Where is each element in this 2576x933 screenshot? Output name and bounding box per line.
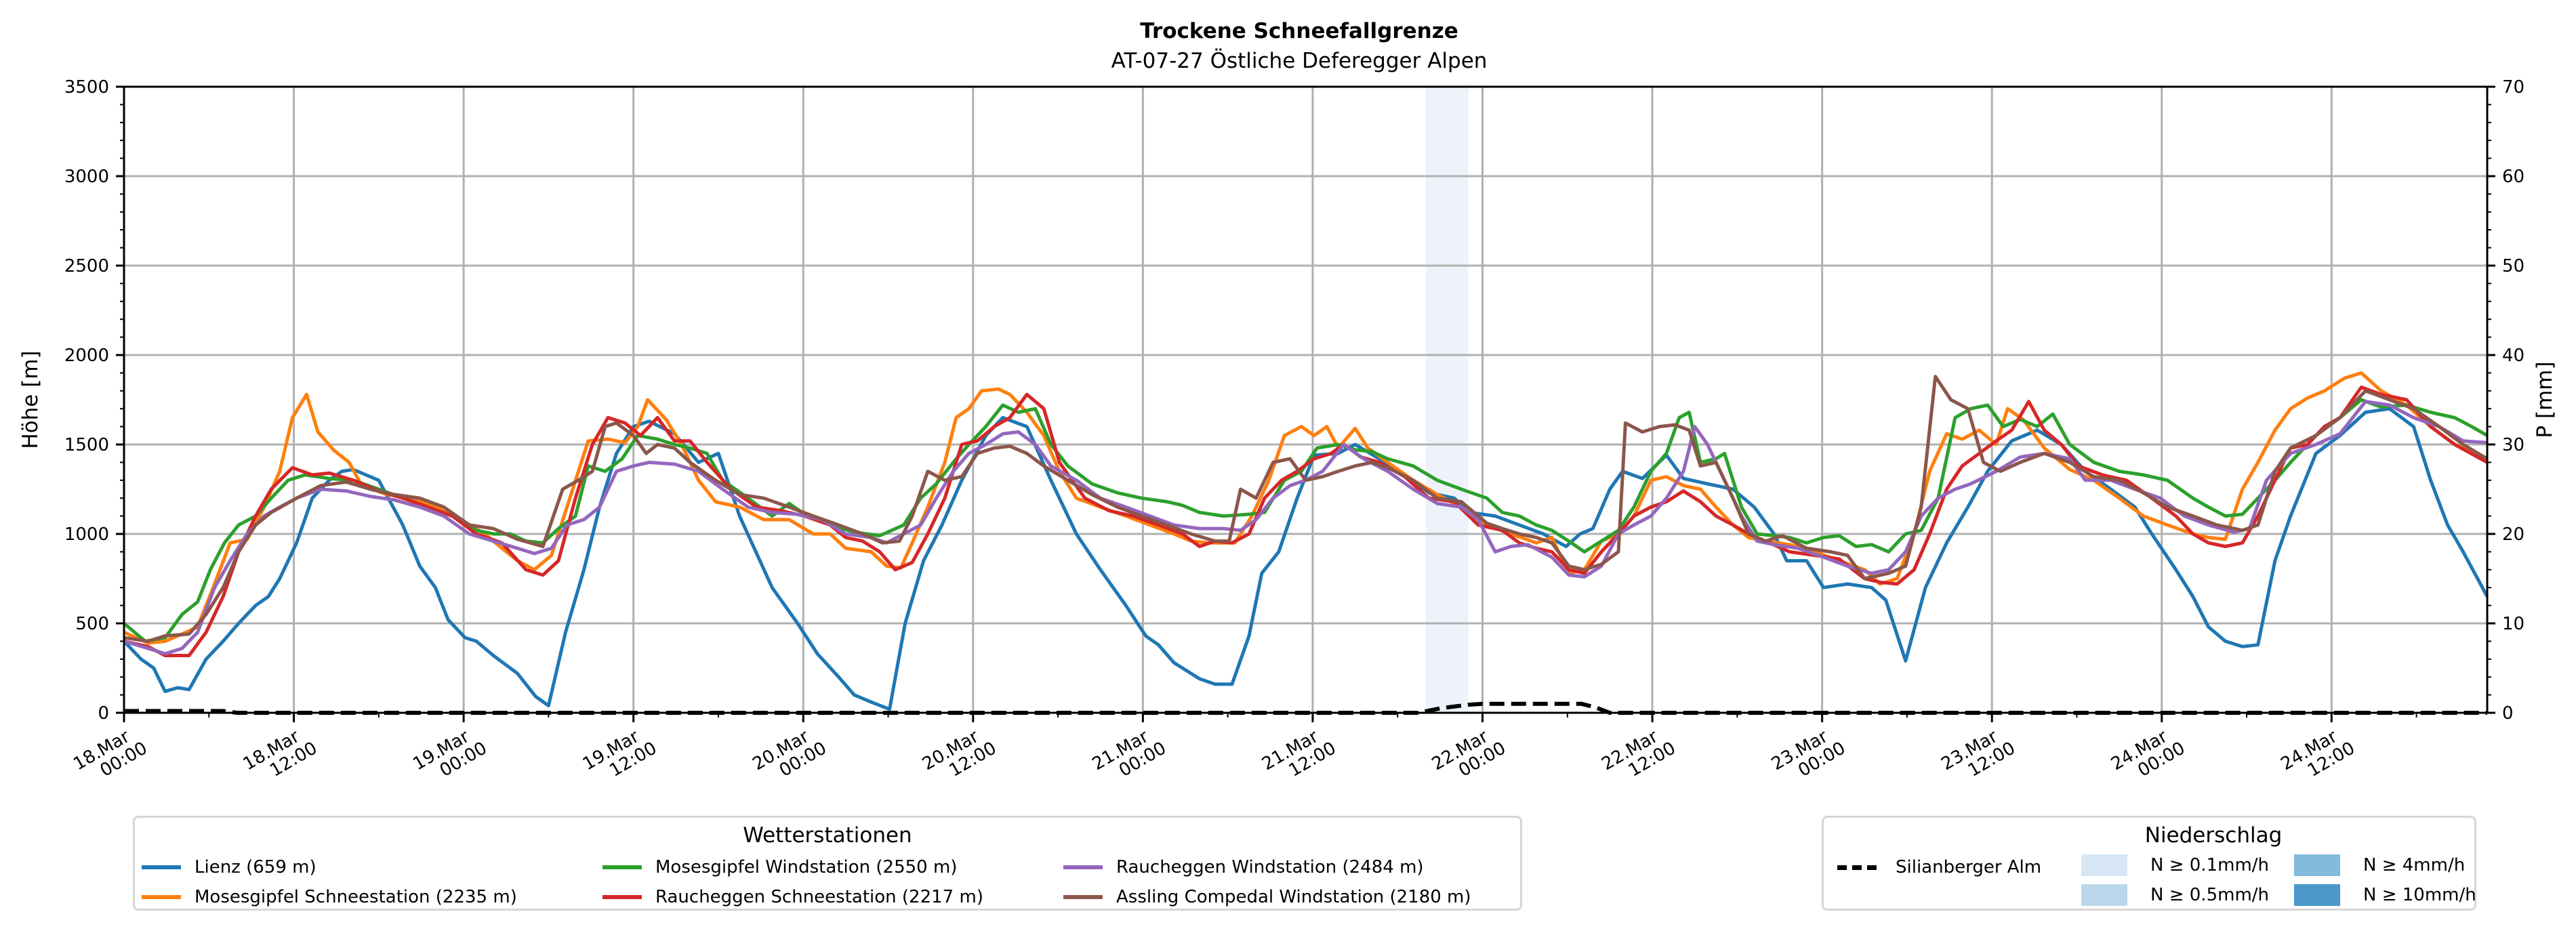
legend-patch (2294, 854, 2340, 876)
y-tick-label: 3500 (64, 77, 109, 98)
legend-swatch (142, 865, 181, 869)
y-tick-label: 3000 (64, 167, 109, 187)
legend-label: Assling Compedal Windstation (2180 m) (1116, 887, 1471, 907)
y2-axis-label: P [mm] (2533, 361, 2557, 438)
series-line-3 (123, 386, 2489, 657)
series-line-0 (123, 407, 2489, 711)
y-tick-label: 0 (98, 703, 109, 724)
legend-item-station: Mosesgipfel Windstation (2550 m) (602, 857, 957, 877)
y2-tick-label: 30 (2502, 435, 2524, 455)
legend-patch (2294, 884, 2340, 906)
legend-label: Raucheggen Windstation (2484 m) (1116, 857, 1424, 877)
legend-label: Lienz (659 m) (195, 857, 316, 877)
legend-label: N ≥ 10mm/h (2363, 885, 2476, 905)
legend-item-station: Raucheggen Windstation (2484 m) (1063, 857, 1424, 877)
legend-label: Mosesgipfel Schneestation (2235 m) (195, 887, 517, 907)
y-tick-label: 2500 (64, 256, 109, 276)
legend-item-precip-class: N ≥ 0.5mm/h (2081, 884, 2269, 906)
legend-item-station: Mosesgipfel Schneestation (2235 m) (142, 887, 517, 907)
dashed-line-swatch (1837, 865, 1877, 870)
y-tick-label: 500 (75, 614, 109, 634)
legend-item-station: Raucheggen Schneestation (2217 m) (602, 887, 983, 907)
legend-item-silianberger-alm: Silianberger Alm (1837, 857, 2041, 877)
legend-item-precip-class: N ≥ 4mm/h (2294, 854, 2465, 876)
legend-label: N ≥ 0.1mm/h (2150, 855, 2270, 875)
legend-precip-title: Niederschlag (2144, 823, 2283, 848)
y-tick-label: 2000 (64, 346, 109, 366)
y2-tick-label: 20 (2502, 524, 2524, 545)
grid-lines (123, 85, 2487, 714)
shaded-span (1425, 87, 1469, 713)
legend-swatch (1063, 895, 1103, 899)
legend-swatch (602, 895, 642, 899)
y-axis-label: Höhe [m] (18, 350, 43, 449)
axis-ticks: 0 500 1000 1500 2000 2500 3000 3500 0 10 20 30 40 50 6… (64, 77, 2524, 781)
legend-stations-title: Wetterstationen (743, 823, 912, 848)
y2-tick-label: 40 (2502, 346, 2524, 366)
legend-label: N ≥ 4mm/h (2363, 855, 2466, 875)
legend-item-precip-class: N ≥ 10mm/h (2294, 884, 2476, 906)
series-line-1 (123, 371, 2489, 645)
series-line-silianberger-alm (124, 701, 2487, 715)
legend-stations: Wetterstationen Lienz (659 m) Mosesgipfel… (133, 816, 1522, 911)
legend-precip: Niederschlag Silianberger Alm N ≥ 0.1mm/… (1822, 816, 2476, 911)
y2-tick-label: 50 (2502, 256, 2524, 276)
series-layer (123, 371, 2489, 711)
precip-layer (124, 701, 2487, 715)
series-line-5 (123, 375, 2489, 643)
y-tick-label: 1500 (64, 435, 109, 455)
precip-shade (1425, 87, 1469, 713)
y-tick-label: 1000 (64, 524, 109, 545)
series-line-4 (123, 400, 2488, 656)
y2-tick-label: 0 (2502, 703, 2514, 724)
legend-item-precip-class: N ≥ 0.1mm/h (2081, 854, 2269, 876)
chart-title: Trockene Schneefallgrenze (1140, 19, 1458, 43)
legend-label: N ≥ 0.5mm/h (2150, 885, 2270, 905)
legend-label: Raucheggen Schneestation (2217 m) (655, 887, 983, 907)
legend-label: Silianberger Alm (1896, 857, 2042, 877)
y2-tick-label: 60 (2502, 167, 2524, 187)
legend-swatch (1063, 865, 1103, 869)
plot-frame (123, 85, 2489, 714)
legend-item-station: Assling Compedal Windstation (2180 m) (1063, 887, 1471, 907)
legend-swatch (602, 865, 642, 869)
series-line-2 (123, 398, 2489, 643)
legend-label: Mosesgipfel Windstation (2550 m) (655, 857, 958, 877)
legend-swatch (142, 895, 181, 899)
legend-patch (2081, 884, 2127, 906)
legend-patch (2081, 854, 2127, 876)
y2-tick-label: 10 (2502, 614, 2524, 634)
y2-tick-label: 70 (2502, 77, 2524, 98)
chart-subtitle: AT-07-27 Östliche Deferegger Alpen (1111, 48, 1488, 73)
legend-item-station: Lienz (659 m) (142, 857, 316, 877)
